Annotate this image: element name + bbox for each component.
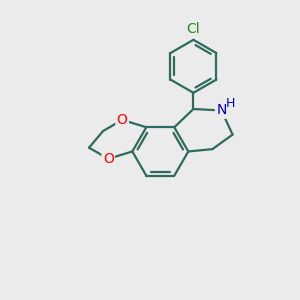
Text: Cl: Cl: [187, 22, 200, 36]
Text: H: H: [226, 98, 236, 110]
Text: N: N: [216, 103, 226, 118]
Text: O: O: [117, 113, 128, 127]
Text: O: O: [103, 152, 114, 166]
